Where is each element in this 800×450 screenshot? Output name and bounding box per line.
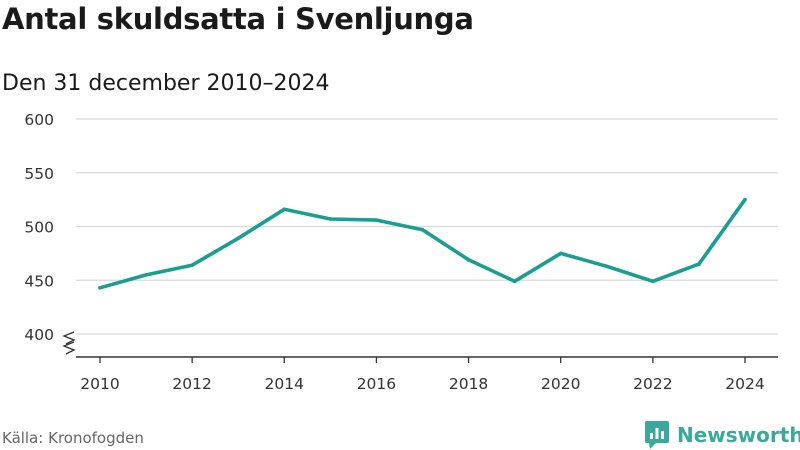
data-point[interactable]: [420, 227, 425, 232]
data-point[interactable]: [282, 207, 287, 212]
data-point[interactable]: [558, 251, 563, 256]
x-tick-label: 2016: [357, 375, 396, 393]
newsworthy-logo-icon: [645, 421, 669, 449]
data-point[interactable]: [190, 263, 194, 268]
x-tick-label: 2018: [449, 375, 488, 393]
data-point[interactable]: [512, 279, 517, 284]
data-point[interactable]: [651, 279, 655, 284]
line-chart: 400 450 500 550 600 2010 2012 2014 2016 2018 2020…: [24, 111, 778, 393]
y-tick-label: 450: [24, 272, 54, 290]
data-point[interactable]: [328, 217, 333, 221]
brand-logo[interactable]: Newsworthy: [645, 420, 800, 450]
x-tick-label: 2010: [80, 375, 119, 393]
x-tick-label: 2022: [633, 375, 672, 393]
data-point[interactable]: [604, 264, 609, 269]
x-tick-label: 2024: [725, 375, 764, 393]
y-tick-label: 550: [24, 165, 54, 183]
data-point[interactable]: [144, 273, 148, 277]
y-tick-label: 500: [24, 219, 54, 237]
chart-title: Antal skuldsatta i Svenljunga: [2, 2, 474, 36]
data-point[interactable]: [743, 197, 747, 202]
x-tick-label: 2012: [172, 375, 211, 393]
data-point[interactable]: [236, 236, 241, 241]
brand-name: Newsworthy: [677, 423, 800, 447]
data-point[interactable]: [98, 285, 102, 290]
axis-break-icon: [62, 341, 76, 355]
data-point[interactable]: [374, 218, 379, 222]
chart-subtitle: Den 31 december 2010–2024: [2, 71, 330, 96]
source-note: Källa: Kronofogden: [2, 429, 144, 447]
axis-break-icon: [62, 331, 76, 345]
x-tick-label: 2020: [541, 375, 580, 393]
data-point[interactable]: [466, 258, 471, 262]
y-tick-label: 400: [24, 326, 54, 344]
y-tick-label: 600: [24, 111, 54, 129]
series-line: [98, 197, 747, 290]
data-point[interactable]: [697, 262, 701, 266]
x-tick-label: 2014: [265, 375, 304, 393]
